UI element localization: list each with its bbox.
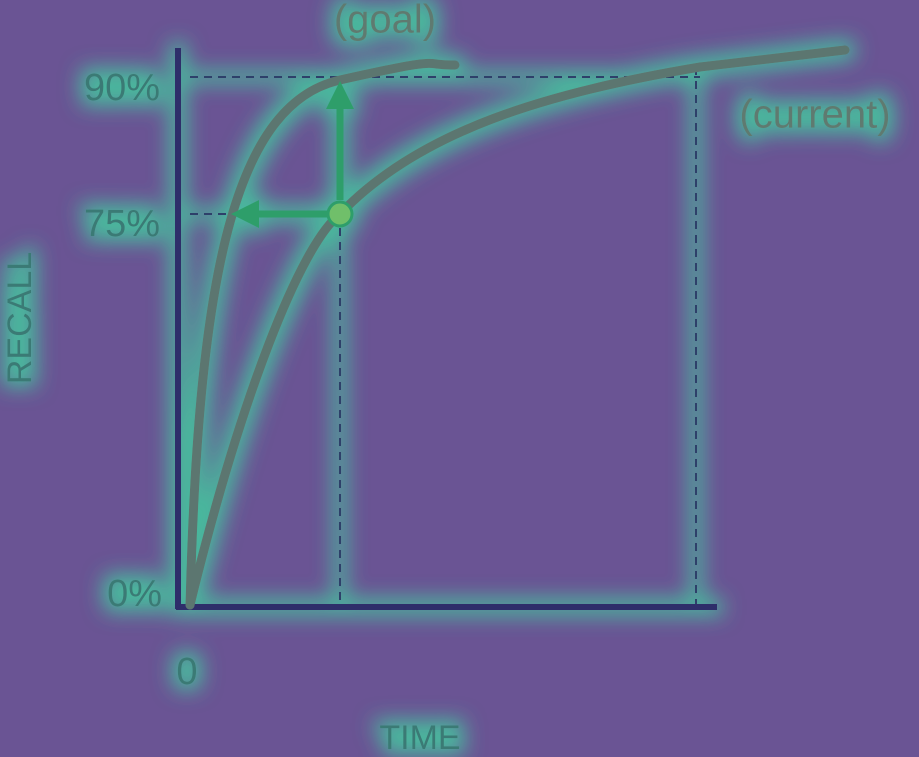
point	[326, 200, 354, 228]
current-label: (current)	[739, 93, 890, 137]
y-label: 0%	[107, 573, 162, 615]
goal-label: (goal)	[334, 0, 436, 42]
x-label: 0	[176, 651, 197, 693]
x-title: TIME	[379, 719, 460, 757]
y-title: RECALL	[1, 252, 39, 384]
figure: (goal) (current) 90% 75% 0% 0 TIME RECAL…	[1, 0, 891, 757]
goal-curve	[185, 58, 460, 610]
y-label: 75%	[84, 203, 160, 245]
y-label: 90%	[84, 67, 160, 109]
